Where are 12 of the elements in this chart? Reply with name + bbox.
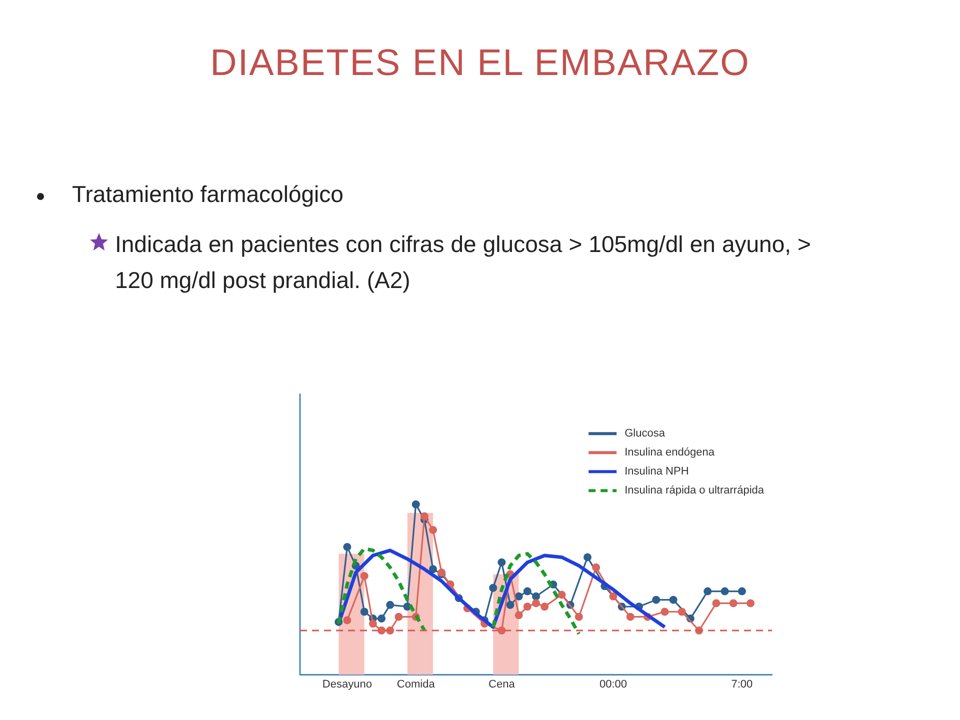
legend-label: Insulina NPH bbox=[624, 466, 689, 478]
text: Tratamiento farmacológico bbox=[72, 181, 344, 208]
x-tick-label: Comida bbox=[396, 678, 436, 690]
x-tick-label: 00:00 bbox=[599, 678, 627, 690]
x-tick-label: 7:00 bbox=[731, 678, 753, 690]
x-tick-label: Desayuno bbox=[322, 678, 372, 690]
legend-label: Insulina rápida o ultrarrápida bbox=[624, 484, 765, 497]
text: Indicada en pacientes con cifras de glucosa > 105mg/dl en ayuno, > 120 mg/dl post prandial. (A2) bbox=[115, 230, 811, 295]
chart-title: DIABETES EN EL EMBARAZO bbox=[209, 42, 751, 84]
x-tick-label: Cena bbox=[488, 678, 516, 690]
legend-label: Insulina endógena bbox=[624, 446, 716, 459]
legend-label: Glucosa bbox=[624, 428, 666, 440]
